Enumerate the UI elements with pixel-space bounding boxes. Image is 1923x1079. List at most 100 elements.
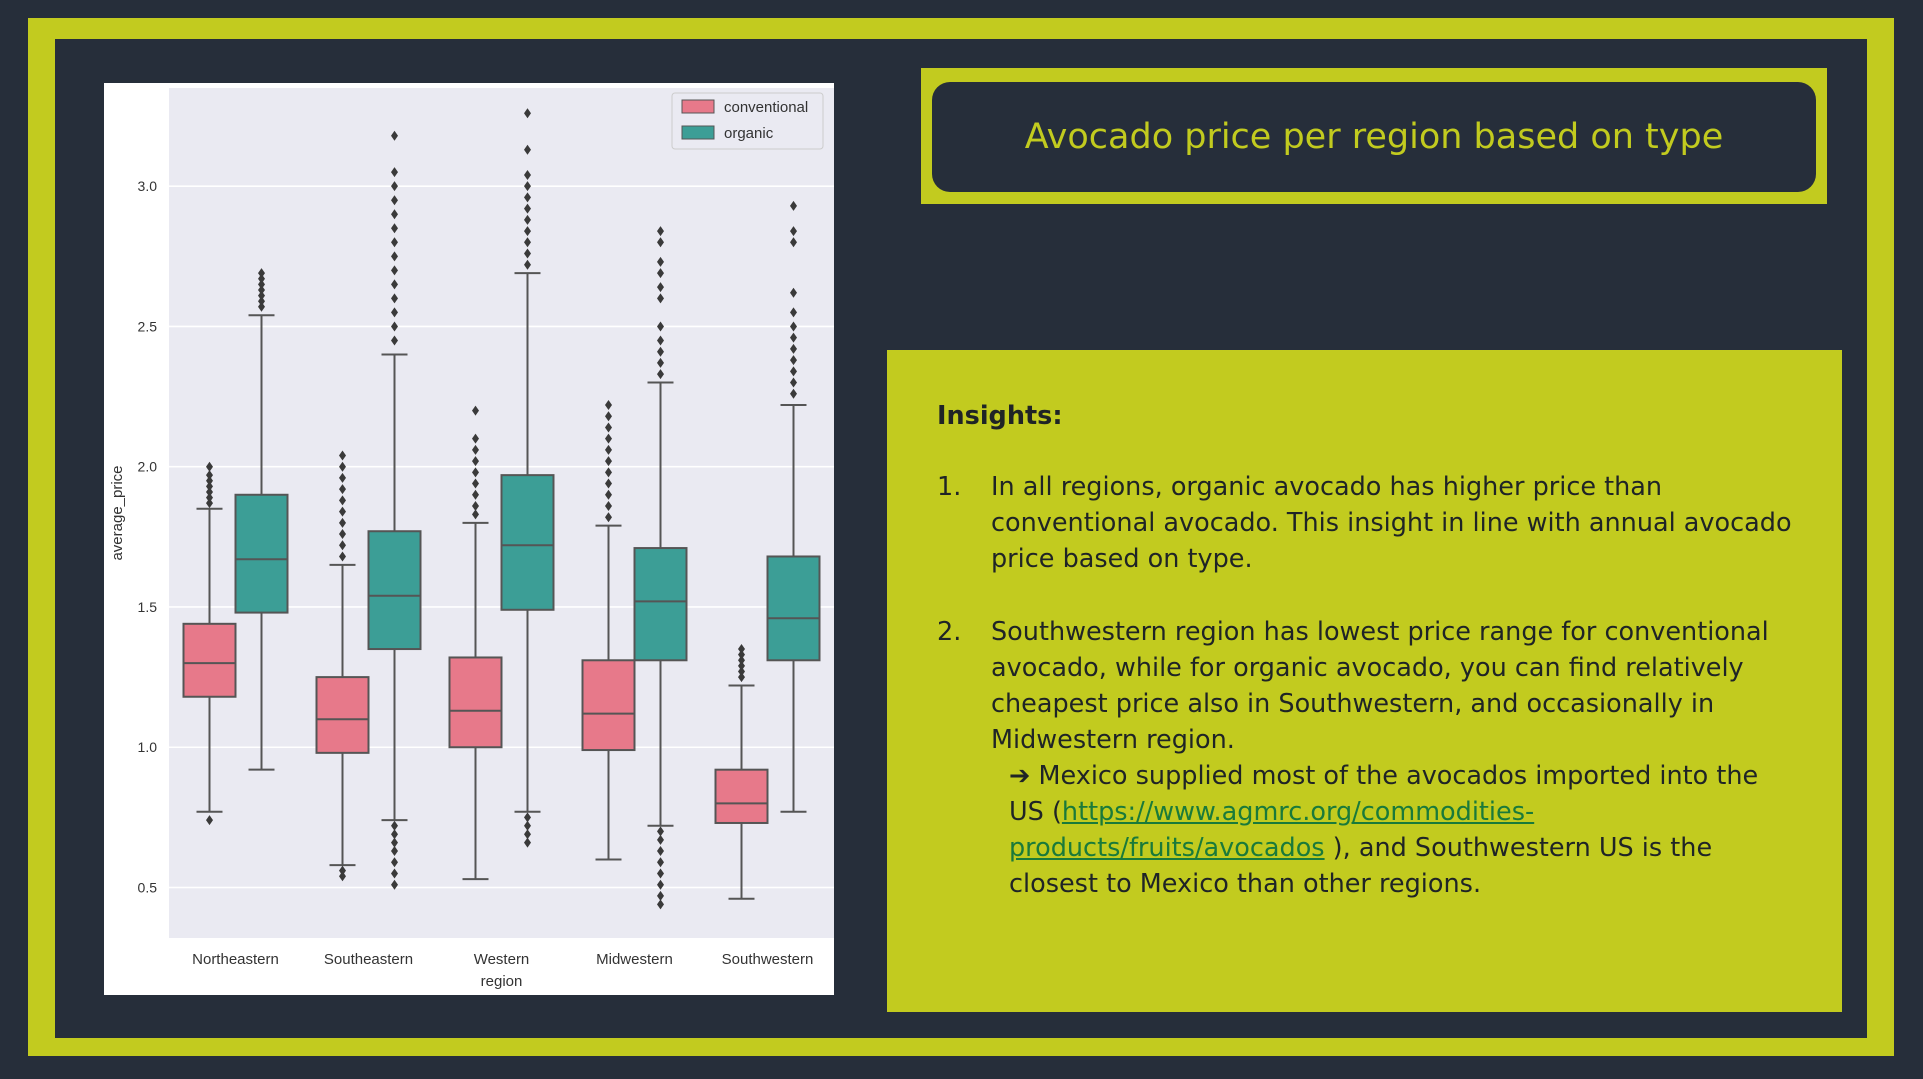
y-tick-label: 1.0 [138, 739, 158, 755]
y-tick-label: 0.5 [138, 880, 158, 896]
outlier-point [206, 481, 213, 492]
outlier-point [524, 226, 531, 237]
outlier-point [524, 248, 531, 259]
outlier-point [206, 470, 213, 481]
outlier-point [339, 484, 346, 495]
slide-title: Avocado price per region based on type [1024, 117, 1724, 157]
outlier-point [738, 666, 745, 677]
outlier-point [391, 307, 398, 318]
outlier-point [738, 644, 745, 655]
outlier-point [391, 195, 398, 206]
outlier-point [391, 837, 398, 848]
y-tick-label: 2.5 [138, 318, 158, 334]
outlier-point [738, 672, 745, 683]
outlier-point [657, 369, 664, 380]
outlier-point [524, 144, 531, 155]
y-axis-label: average_price [109, 465, 126, 560]
outlier-point [391, 321, 398, 332]
outlier-point [605, 467, 612, 478]
outlier-point [657, 293, 664, 304]
outlier-point [790, 287, 797, 298]
outlier-point [657, 282, 664, 293]
outlier-point [657, 268, 664, 279]
outlier-point [657, 357, 664, 368]
source-link[interactable]: https://www.agmrc.org/commodities-produc… [1009, 797, 1535, 863]
box-organic [367, 130, 422, 890]
outlier-point [605, 444, 612, 455]
outlier-point [790, 377, 797, 388]
x-tick-label: Midwestern [596, 951, 673, 968]
insight-text: Southwestern region has lowest price ran… [991, 617, 1769, 755]
x-axis-label: region [481, 973, 523, 990]
outlier-point [790, 307, 797, 318]
outlier-point [605, 489, 612, 500]
outlier-point [738, 660, 745, 671]
box-organic [633, 226, 688, 910]
outlier-point [206, 498, 213, 509]
note-text-post: ), and Southwestern US is the closest to… [1009, 833, 1713, 899]
outlier-point [391, 293, 398, 304]
outlier-point [790, 200, 797, 211]
outlier-point [657, 890, 664, 901]
outlier-point [339, 551, 346, 562]
outlier-point [391, 223, 398, 234]
outlier-point [391, 130, 398, 141]
outlier-point [472, 489, 479, 500]
outlier-point [605, 399, 612, 410]
legend: conventional organic [671, 92, 824, 150]
iqr-box [367, 530, 422, 651]
outlier-point [206, 475, 213, 486]
outlier-point [657, 879, 664, 890]
outlier-point [790, 226, 797, 237]
outlier-point [657, 834, 664, 845]
legend-swatch-organic [681, 125, 715, 140]
y-tick-label: 2.0 [138, 459, 158, 475]
outlier-point [258, 279, 265, 290]
outlier-point [605, 478, 612, 489]
outlier-point [790, 332, 797, 343]
outlier-point [605, 456, 612, 467]
outlier-point [524, 237, 531, 248]
outlier-point [790, 343, 797, 354]
y-tick-label: 1.5 [138, 599, 158, 615]
outlier-point [524, 108, 531, 119]
outlier-point [605, 512, 612, 523]
outlier-point [524, 192, 531, 203]
legend-label-organic: organic [724, 125, 774, 142]
x-tick-label: Southwestern [722, 951, 814, 968]
chart-card: 0.5 1.0 1.5 2.0 2.5 3.0 average_price Northeast… [104, 83, 834, 995]
box-organic [234, 268, 289, 771]
x-tick-label: Northeastern [192, 951, 279, 968]
iqr-box [234, 493, 289, 614]
iqr-box [315, 676, 370, 754]
box-organic [766, 200, 821, 813]
iqr-box [182, 622, 237, 698]
outlier-point [605, 500, 612, 511]
outlier-point [472, 500, 479, 511]
outlier-point [524, 829, 531, 840]
outlier-point [391, 279, 398, 290]
iqr-box [766, 555, 821, 662]
outlier-point [524, 837, 531, 848]
outlier-point [657, 335, 664, 346]
outlier-point [472, 444, 479, 455]
insight-text: In all regions, organic avocado has high… [991, 472, 1792, 574]
outlier-point [657, 846, 664, 857]
outlier-point [391, 879, 398, 890]
outlier-point [206, 492, 213, 503]
outlier-point [206, 815, 213, 826]
outlier-point [339, 450, 346, 461]
insight-item-2: 2. Southwestern region has lowest price … [937, 614, 1797, 758]
outlier-point [657, 868, 664, 879]
iqr-box [633, 547, 688, 662]
outlier-point [605, 433, 612, 444]
outlier-point [258, 301, 265, 312]
outlier-point [391, 209, 398, 220]
outlier-point [206, 461, 213, 472]
legend-label-conventional: conventional [724, 99, 808, 116]
outlier-point [657, 899, 664, 910]
legend-swatch-conventional [681, 99, 715, 114]
outlier-point [472, 509, 479, 520]
insight-item-1: 1. In all regions, organic avocado has h… [937, 469, 1797, 577]
box-organic [500, 108, 555, 848]
